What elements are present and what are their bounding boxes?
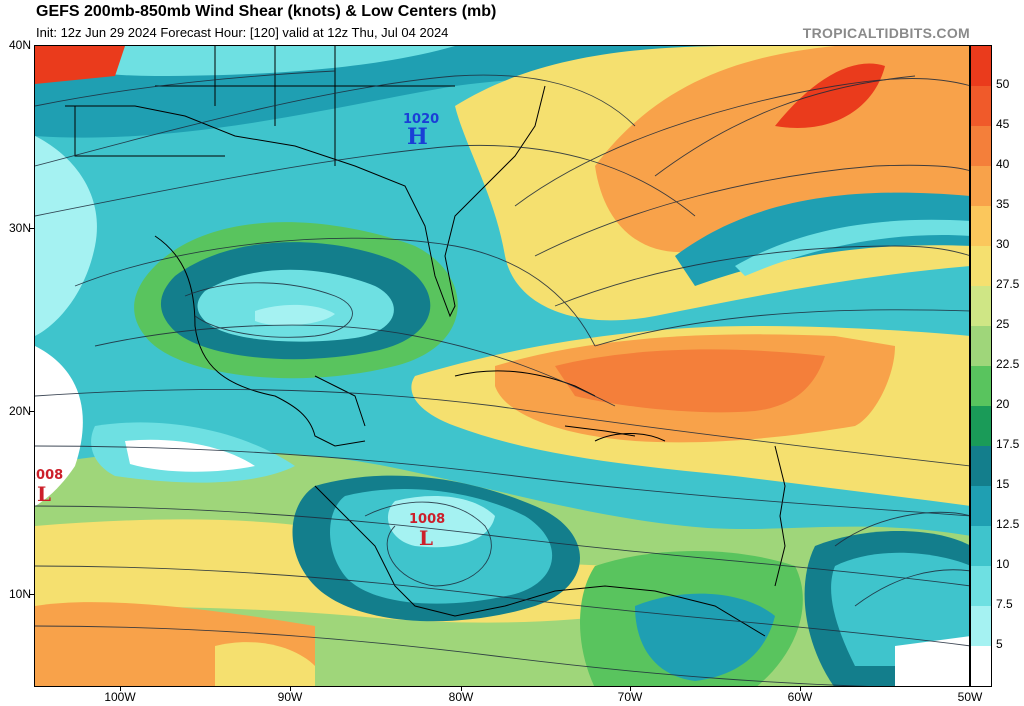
lat-tick <box>30 411 35 412</box>
lon-tick <box>120 687 121 691</box>
colorbar-swatch <box>971 326 991 366</box>
lon-tick <box>461 687 462 691</box>
colorbar-swatch <box>971 486 991 526</box>
lat-label-40n: 40N <box>8 38 31 52</box>
lat-tick <box>30 228 35 229</box>
colorbar-swatch <box>971 646 991 686</box>
low-center-west-marker: L <box>37 482 52 506</box>
chart-title: GEFS 200mb-850mb Wind Shear (knots) & Lo… <box>36 3 497 20</box>
colorbar-swatch <box>971 366 991 406</box>
colorbar-swatch <box>971 566 991 606</box>
lon-tick <box>290 687 291 691</box>
lat-label-10n: 10N <box>8 587 31 601</box>
colorbar-label: 25 <box>996 317 1010 331</box>
high-center-value: 1020 <box>403 112 440 127</box>
colorbar-label: 50 <box>996 77 1010 91</box>
high-center-marker: H <box>407 124 428 150</box>
colorbar-label: 27.5 <box>996 277 1020 291</box>
low-center-caribbean-value: 1008 <box>409 512 446 527</box>
lon-tick <box>800 687 801 691</box>
brand-watermark: TROPICALTIDBITS.COM <box>802 25 970 41</box>
colorbar-label: 45 <box>996 117 1010 131</box>
low-center-caribbean-marker: L <box>419 526 434 550</box>
colorbar-label: 20 <box>996 397 1010 411</box>
lon-label-70w: 70W <box>617 690 643 704</box>
colorbar-swatch <box>971 126 991 166</box>
colorbar-swatch <box>971 166 991 206</box>
colorbar-swatch <box>971 206 991 246</box>
colorbar-label: 10 <box>996 557 1010 571</box>
colorbar-label: 30 <box>996 237 1010 251</box>
colorbar-label: 12.5 <box>996 517 1020 531</box>
colorbar-label: 40 <box>996 157 1010 171</box>
colorbar-label: 15 <box>996 477 1010 491</box>
lon-label-90w: 90W <box>277 690 303 704</box>
lon-label-100w: 100W <box>104 690 136 704</box>
colorbar-label: 5 <box>996 637 1003 651</box>
lon-label-50w: 50W <box>957 690 983 704</box>
lon-label-60w: 60W <box>787 690 813 704</box>
colorbar-swatch <box>971 246 991 286</box>
lat-tick <box>30 594 35 595</box>
colorbar-swatch <box>971 86 991 126</box>
colorbar-label: 7.5 <box>996 597 1013 611</box>
colorbar-swatch <box>971 526 991 566</box>
chart-subtitle: Init: 12z Jun 29 2024 Forecast Hour: [12… <box>36 25 449 40</box>
lon-tick <box>630 687 631 691</box>
lat-label-20n: 20N <box>8 404 31 418</box>
colorbar-label: 35 <box>996 197 1010 211</box>
colorbar-swatch <box>971 286 991 326</box>
shear-field <box>35 46 969 686</box>
lon-label-80w: 80W <box>448 690 474 704</box>
shear-map: 1020 H 1008 L 1008 L <box>34 45 970 687</box>
colorbar-swatch <box>971 446 991 486</box>
colorbar-label: 22.5 <box>996 357 1020 371</box>
colorbar-label: 17.5 <box>996 437 1020 451</box>
colorbar-swatch <box>971 406 991 446</box>
colorbar-swatch <box>971 606 991 646</box>
colorbar-swatch <box>971 46 991 86</box>
low-center-west-value: 1008 <box>35 468 64 483</box>
lat-label-30n: 30N <box>8 221 31 235</box>
shear-colorbar <box>970 45 992 687</box>
